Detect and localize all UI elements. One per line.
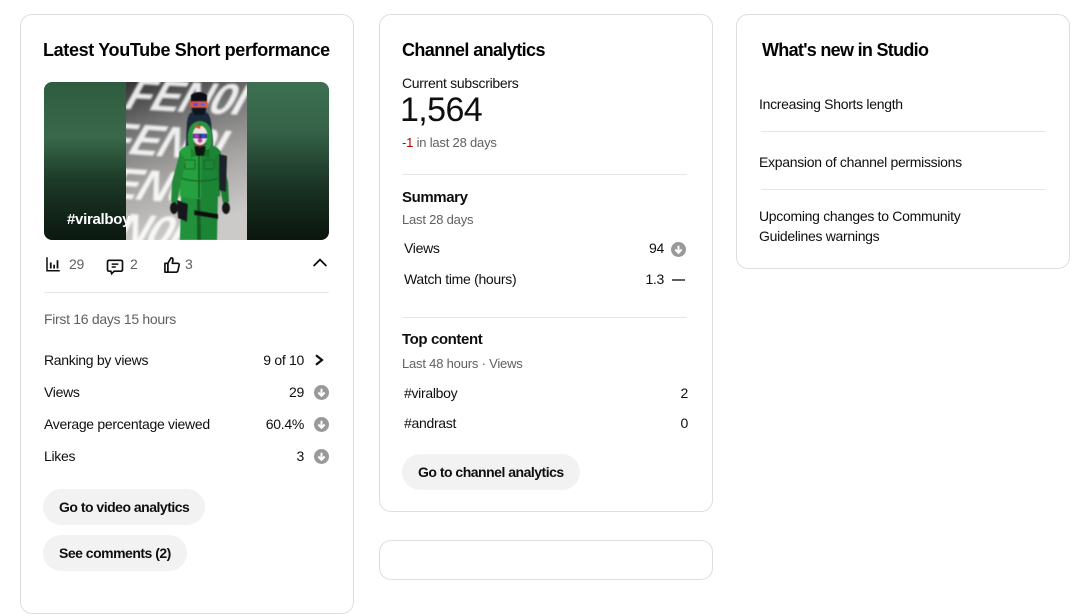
svg-text:#viralboy: #viralboy	[67, 211, 131, 228]
svg-text:FEN0I: FEN0I	[120, 82, 257, 125]
